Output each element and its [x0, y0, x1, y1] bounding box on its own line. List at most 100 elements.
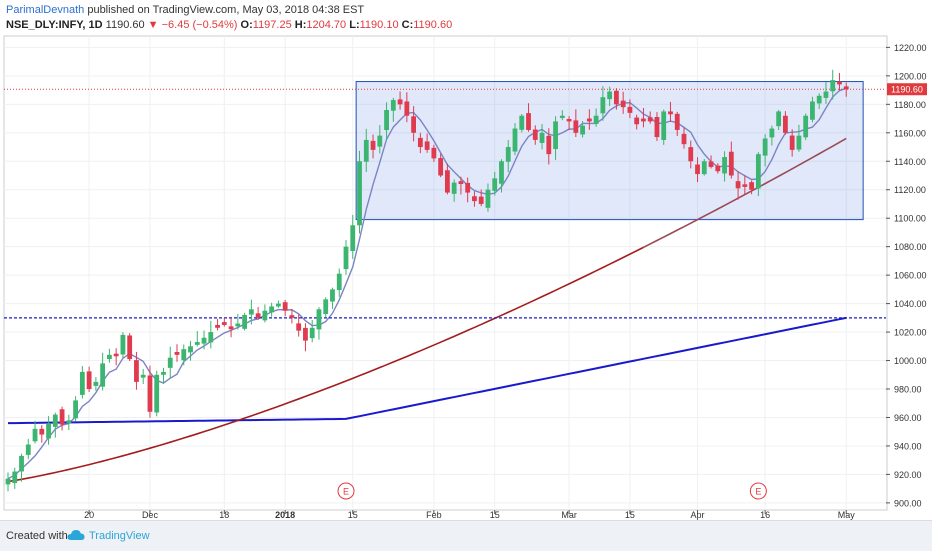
- earnings-marker-label: E: [343, 487, 349, 497]
- candle-body: [208, 332, 214, 343]
- tradingview-link[interactable]: TradingView: [89, 530, 150, 542]
- candle-body: [167, 357, 173, 368]
- x-tick-label: May: [838, 510, 856, 520]
- candle-body: [390, 100, 396, 111]
- candle-body: [363, 139, 369, 162]
- candle-body: [742, 184, 748, 187]
- candle-body: [181, 349, 187, 361]
- y-tick-label: 960.00: [894, 413, 922, 423]
- candle-body: [593, 115, 599, 124]
- candle-body: [113, 353, 119, 357]
- candle-body: [438, 158, 444, 176]
- candle-body: [255, 313, 261, 318]
- candle-body: [701, 161, 707, 175]
- earnings-marker: [337, 482, 355, 500]
- candle-body: [519, 115, 525, 130]
- candle-body: [59, 409, 65, 425]
- candle-body: [607, 91, 613, 100]
- created-with-label: Created with: [6, 530, 68, 542]
- price-chart[interactable]: 1220.00 1200.00 1180.00 1160.00 1140.00 1120.…: [0, 0, 932, 520]
- candle-body: [478, 196, 484, 204]
- ma-long-line: [7, 316, 847, 425]
- footer-bar: Created with TradingView: [0, 520, 932, 551]
- candle-body: [188, 346, 193, 353]
- candle-body: [201, 337, 207, 344]
- y-tick-label: 900.00: [894, 498, 922, 508]
- candle-body: [654, 116, 660, 138]
- candle-body: [296, 323, 302, 331]
- candle-body: [262, 310, 268, 321]
- candle-body: [843, 86, 849, 90]
- candle-body: [627, 106, 633, 113]
- candle-body: [816, 95, 822, 104]
- candle-body: [357, 161, 362, 226]
- x-tick-label: 18: [219, 510, 229, 520]
- candle-body: [505, 147, 511, 162]
- candle-body: [755, 154, 761, 189]
- y-tick-label: 1000.00: [894, 356, 927, 366]
- x-tick-label: 15: [348, 510, 358, 520]
- candle-body: [492, 178, 498, 191]
- candle-body: [674, 113, 680, 130]
- candle-body: [411, 116, 416, 133]
- candle-body: [586, 118, 592, 122]
- candle-body: [499, 161, 504, 184]
- ma-mid-line: [643, 137, 847, 249]
- y-tick-label: 1040.00: [894, 299, 927, 309]
- y-tick-label: 1180.00: [894, 100, 926, 110]
- candle-body: [620, 100, 626, 108]
- candle-body: [282, 302, 288, 311]
- candle-body: [19, 455, 24, 472]
- high-label: H:: [294, 19, 307, 31]
- candle-body: [465, 182, 471, 193]
- candle-body: [336, 273, 342, 291]
- open-label: O:: [240, 19, 253, 31]
- candle-body: [107, 354, 112, 360]
- candle-body: [458, 181, 464, 185]
- candle-body: [269, 306, 275, 313]
- x-tick-label: Mar: [561, 510, 577, 520]
- symbol-label[interactable]: NSE_DLY:INFY, 1D: [6, 19, 103, 31]
- candle-body: [735, 181, 741, 189]
- y-tick-label: 920.00: [894, 470, 922, 480]
- candle-body: [100, 363, 106, 387]
- candle-body: [276, 303, 281, 307]
- publish-date: published on TradingView.com, May 03, 20…: [87, 4, 365, 16]
- candle-body: [73, 400, 78, 419]
- candle-body: [573, 120, 579, 133]
- candle-body: [539, 132, 545, 143]
- x-tick-label: Feb: [426, 510, 442, 520]
- candle-body: [215, 324, 220, 328]
- close-value: 1190.60: [413, 19, 453, 31]
- candle-body: [762, 138, 768, 156]
- candle-body: [830, 80, 836, 92]
- author-link[interactable]: ParimalDevnath: [6, 4, 85, 16]
- candle-body: [39, 428, 45, 435]
- y-tick-label: 1060.00: [894, 271, 927, 281]
- candle-body: [174, 352, 180, 355]
- candle-body: [242, 314, 247, 329]
- candle-body: [796, 135, 802, 150]
- candle-body: [343, 246, 349, 270]
- candle-body: [377, 135, 383, 147]
- candle-body: [154, 374, 160, 413]
- candle-body: [708, 161, 714, 167]
- candle-body: [120, 334, 126, 355]
- candle-body: [424, 141, 430, 150]
- candle-body: [309, 327, 315, 339]
- y-tick-label: 980.00: [894, 385, 922, 395]
- candle-body: [248, 309, 254, 315]
- candle-body: [431, 147, 437, 159]
- candle-body: [303, 327, 308, 341]
- x-tick-label: 16: [760, 510, 770, 520]
- ma-fast-line: [7, 87, 847, 480]
- last-price: 1190.60: [105, 19, 145, 31]
- x-tick-label: 15: [625, 510, 635, 520]
- candle-body: [12, 471, 18, 484]
- candle-body: [330, 289, 335, 302]
- candle-body: [316, 309, 322, 330]
- ma-red-line: [7, 246, 644, 483]
- candle-body: [93, 381, 99, 386]
- candle-body: [566, 119, 572, 122]
- candle-body: [647, 117, 653, 122]
